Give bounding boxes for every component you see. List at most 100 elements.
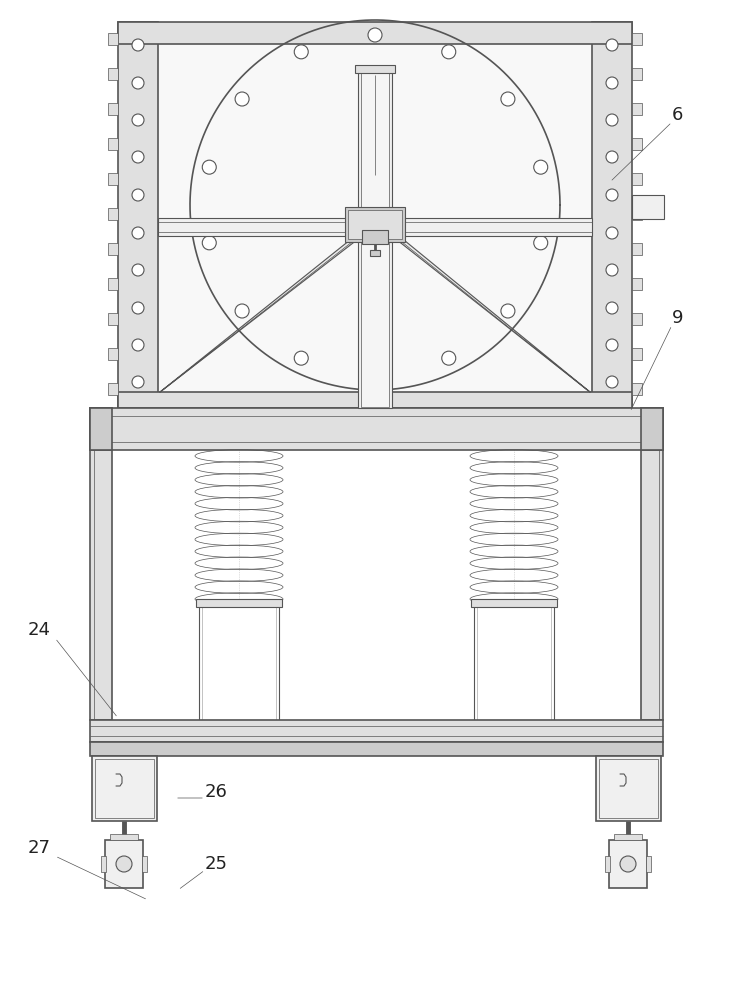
Bar [108,348,118,360]
Bar [632,278,642,290]
Bar [108,33,118,45]
Circle shape [235,92,249,106]
Polygon shape [392,236,590,392]
Polygon shape [160,236,362,392]
Text: 26: 26 [205,783,228,801]
Bar [632,313,642,325]
Bar [646,856,651,872]
Bar [632,208,642,220]
Circle shape [606,339,618,351]
Bar [361,72,389,217]
Bar [108,313,118,325]
Circle shape [606,376,618,388]
Bar [196,599,282,607]
Bar [632,103,642,115]
Circle shape [116,856,132,872]
Circle shape [132,77,144,89]
Circle shape [501,304,515,318]
Bar [108,138,118,150]
Circle shape [606,151,618,163]
Bar [158,218,592,236]
Bar [605,856,610,872]
Bar [632,243,642,255]
Bar [199,605,279,720]
Circle shape [132,227,144,239]
Bar [358,68,392,220]
Bar [632,68,642,80]
Bar [632,348,642,360]
Bar [90,408,112,720]
Bar [142,856,147,872]
Bar [118,22,632,44]
Circle shape [203,160,216,174]
Circle shape [606,39,618,51]
Bar [90,720,663,742]
Bar [596,756,661,821]
Bar [355,65,395,73]
Circle shape [132,302,144,314]
Circle shape [132,114,144,126]
Bar [632,33,642,45]
Bar [370,250,380,256]
Text: 6: 6 [672,106,684,124]
Bar [632,383,642,395]
Circle shape [534,236,547,250]
Bar [471,599,557,607]
Circle shape [132,39,144,51]
Circle shape [606,264,618,276]
Bar [592,22,632,408]
Bar [90,742,663,756]
Circle shape [606,114,618,126]
Circle shape [501,92,515,106]
Circle shape [203,236,216,250]
Circle shape [534,160,547,174]
Bar [362,230,388,244]
Circle shape [606,227,618,239]
Bar [632,138,642,150]
Circle shape [442,45,456,59]
Text: 27: 27 [28,839,51,857]
Bar [609,840,647,888]
Bar [118,392,632,408]
Circle shape [368,28,382,42]
Circle shape [368,368,382,382]
Circle shape [132,264,144,276]
Circle shape [132,376,144,388]
Bar [108,173,118,185]
Circle shape [132,339,144,351]
Bar [105,840,143,888]
Bar [361,239,389,407]
Bar [632,195,664,219]
Circle shape [132,151,144,163]
Bar [118,22,158,408]
Circle shape [606,302,618,314]
Bar [108,383,118,395]
Bar [110,834,138,840]
Circle shape [606,189,618,201]
Bar [358,236,392,408]
Bar [108,68,118,80]
Circle shape [132,189,144,201]
Bar [95,759,154,818]
Bar [108,243,118,255]
Circle shape [442,351,456,365]
Bar [90,408,112,450]
Circle shape [606,77,618,89]
Bar [641,408,663,450]
Bar [641,408,663,720]
Bar [90,408,663,450]
Circle shape [294,351,308,365]
Bar [474,605,554,720]
Text: 9: 9 [672,309,684,327]
Circle shape [620,856,636,872]
Bar [614,834,642,840]
Bar [599,759,658,818]
Circle shape [235,304,249,318]
Text: 24: 24 [28,621,51,639]
Bar [632,173,642,185]
Bar [101,856,106,872]
Bar [108,278,118,290]
Text: 25: 25 [205,855,228,873]
Bar [92,756,157,821]
Bar [118,22,632,408]
